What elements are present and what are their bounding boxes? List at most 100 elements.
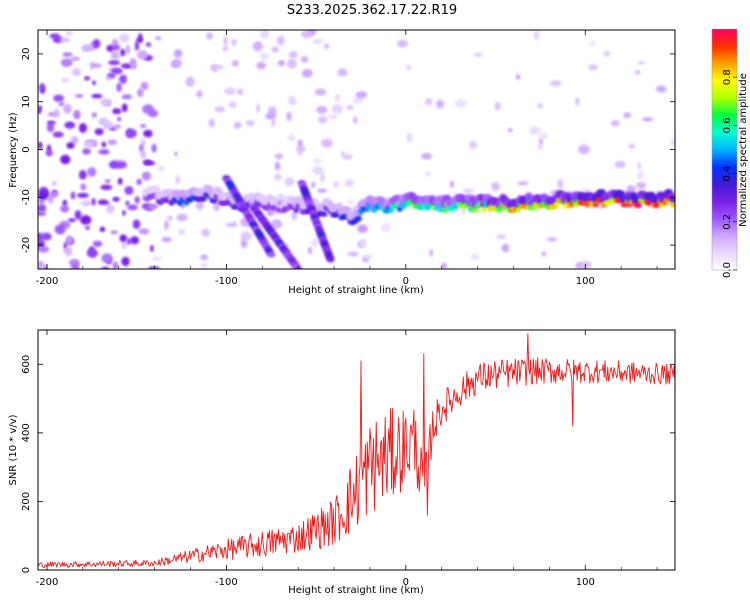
- noise-speckle: [319, 172, 325, 183]
- ridge-core: [515, 207, 522, 213]
- noise-speckle: [107, 139, 118, 146]
- noise-speckle: [491, 182, 501, 191]
- noise-speckle: [334, 94, 341, 103]
- noise-speckle: [101, 266, 110, 269]
- noise-speckle: [38, 232, 44, 242]
- noise-speckle: [636, 162, 642, 171]
- noise-speckle: [98, 117, 109, 126]
- noise-speckle: [67, 218, 76, 223]
- y-tick-label: 10: [21, 95, 32, 108]
- noise-speckle: [140, 81, 149, 91]
- noise-speckle: [494, 101, 501, 111]
- noise-speckle: [38, 141, 43, 150]
- noise-speckle: [73, 109, 81, 120]
- noise-speckle: [641, 116, 654, 122]
- y-tick-label: 0: [21, 567, 32, 573]
- noise-speckle: [64, 121, 76, 129]
- noise-speckle: [94, 128, 104, 136]
- noise-speckle: [100, 98, 112, 106]
- noise-speckle: [41, 232, 52, 241]
- noise-speckle: [112, 261, 119, 269]
- snr-frame: [37, 329, 676, 571]
- noise-speckle: [60, 154, 71, 165]
- noise-speckle: [84, 141, 95, 148]
- noise-speckle: [580, 187, 592, 193]
- noise-speckle: [541, 251, 547, 257]
- noise-speckle: [425, 171, 431, 177]
- noise-speckle: [352, 97, 364, 104]
- noise-speckle: [49, 33, 61, 39]
- noise-speckle: [396, 39, 409, 48]
- noise-speckle: [274, 153, 284, 160]
- noise-speckle: [120, 48, 126, 57]
- noise-speckle: [110, 49, 120, 59]
- noise-speckle: [301, 30, 313, 38]
- x-tick-label: 0: [403, 577, 409, 588]
- noise-speckle: [224, 87, 236, 95]
- colorbar-frame: [711, 28, 738, 271]
- ridge-core: [437, 207, 444, 213]
- noise-speckle: [256, 61, 267, 70]
- noise-speckle: [74, 210, 82, 220]
- ridge-core: [364, 206, 371, 212]
- noise-speckle: [149, 244, 155, 252]
- noise-speckle: [151, 256, 163, 261]
- noise-speckle: [297, 139, 304, 149]
- noise-speckle: [148, 266, 160, 269]
- noise-speckle: [121, 103, 128, 113]
- noise-speckle: [154, 36, 162, 41]
- noise-speckle: [97, 199, 109, 206]
- noise-speckle: [286, 111, 292, 122]
- noise-speckle: [151, 143, 157, 153]
- noise-speckle: [38, 105, 43, 112]
- noise-speckle: [231, 38, 237, 46]
- noise-speckle: [125, 200, 130, 206]
- ridge-core: [472, 207, 479, 213]
- noise-speckle: [147, 109, 159, 118]
- noise-speckle: [533, 30, 540, 40]
- noise-speckle: [108, 60, 120, 66]
- noise-speckle: [259, 51, 270, 61]
- noise-speckle: [196, 90, 203, 98]
- ridge-core: [321, 211, 328, 217]
- noise-speckle: [470, 253, 479, 260]
- noise-speckle: [53, 94, 65, 102]
- noise-speckle: [38, 260, 44, 269]
- noise-speckle: [578, 144, 590, 155]
- noise-speckle: [121, 256, 130, 267]
- noise-speckle: [91, 93, 103, 99]
- noise-speckle: [321, 138, 333, 148]
- noise-speckle: [134, 195, 140, 204]
- noise-speckle: [574, 97, 580, 106]
- noise-speckle: [60, 205, 70, 213]
- snr-y-label: SNR (10 * v/v): [8, 414, 19, 485]
- noise-speckle: [240, 231, 252, 242]
- noise-speckle: [449, 180, 455, 188]
- noise-speckle: [549, 80, 562, 87]
- noise-speckle: [441, 262, 447, 269]
- noise-speckle: [99, 226, 106, 232]
- spectrogram-heatmap: [38, 30, 675, 269]
- ridge-core: [670, 202, 675, 208]
- noise-speckle: [125, 44, 131, 55]
- noise-speckle: [288, 50, 298, 59]
- noise-speckle: [363, 254, 373, 259]
- noise-speckle: [126, 238, 132, 245]
- noise-speckle: [237, 88, 244, 96]
- noise-speckle: [60, 78, 70, 83]
- figure-title: S233.2025.362.17.22.R19: [287, 3, 457, 18]
- noise-speckle: [112, 108, 122, 115]
- noise-speckle: [86, 248, 98, 258]
- noise-speckle: [65, 31, 73, 36]
- noise-speckle: [200, 254, 209, 261]
- noise-speckle: [141, 171, 152, 181]
- colorbar-tick-label: 0.2: [722, 214, 733, 230]
- y-tick-label: 0: [21, 146, 32, 152]
- noise-speckle: [113, 124, 122, 130]
- noise-speckle: [58, 101, 65, 107]
- noise-speckle: [170, 60, 179, 69]
- noise-speckle: [346, 199, 355, 205]
- noise-speckle: [636, 171, 644, 180]
- noise-speckle: [557, 179, 564, 189]
- noise-speckle: [603, 50, 611, 57]
